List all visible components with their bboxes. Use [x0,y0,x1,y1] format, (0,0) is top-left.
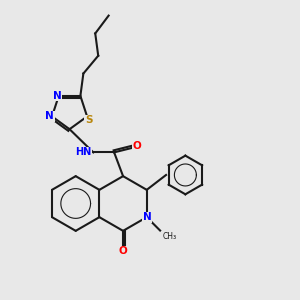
Text: S: S [85,115,92,125]
Text: N: N [45,112,54,122]
Text: HN: HN [76,147,92,158]
Text: N: N [143,212,152,222]
Text: N: N [53,91,62,101]
Text: CH₃: CH₃ [163,232,177,241]
Text: O: O [119,246,128,256]
Text: O: O [133,141,142,152]
